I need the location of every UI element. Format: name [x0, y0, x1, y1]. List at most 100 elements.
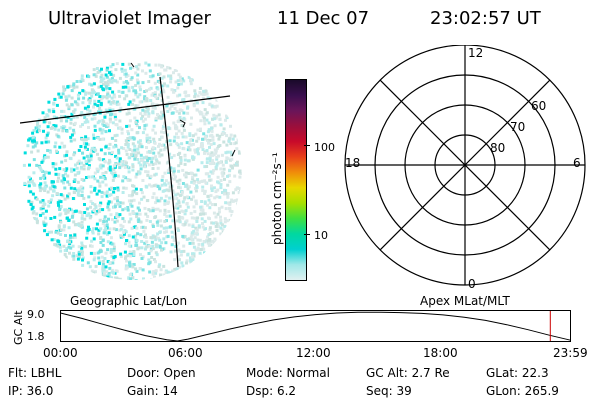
uv-pixel	[71, 236, 75, 239]
uv-pixel	[200, 200, 204, 203]
uv-pixel	[138, 100, 142, 104]
uv-pixel	[125, 239, 128, 242]
uv-pixel	[48, 186, 52, 190]
uv-pixel	[88, 265, 92, 269]
uv-pixel	[231, 191, 235, 195]
uv-pixel	[182, 244, 186, 248]
uv-pixel	[57, 172, 61, 176]
uv-pixel	[23, 151, 27, 155]
uv-pixel	[144, 170, 148, 174]
uv-pixel	[98, 127, 102, 131]
uv-pixel	[43, 154, 47, 158]
uv-pixel	[210, 189, 214, 192]
uv-pixel	[105, 82, 108, 86]
uv-pixel	[165, 230, 168, 234]
uv-pixel	[137, 151, 141, 155]
uv-pixel	[145, 218, 149, 222]
uv-pixel	[211, 159, 215, 163]
uv-pixel	[198, 238, 202, 242]
uv-pixel	[104, 170, 108, 174]
uv-pixel	[179, 161, 183, 165]
uv-pixel	[135, 124, 139, 128]
uv-pixel	[162, 124, 166, 128]
uv-pixel	[173, 206, 177, 210]
uv-pixel	[178, 93, 182, 97]
uv-pixel	[209, 162, 212, 166]
uv-pixel	[38, 166, 42, 170]
uv-pixel	[154, 251, 158, 255]
uv-pixel	[73, 108, 77, 112]
uv-pixel	[126, 206, 130, 209]
uv-pixel	[211, 231, 214, 235]
uv-pixel	[154, 63, 158, 67]
uv-pixel	[195, 139, 199, 143]
uv-pixel	[47, 108, 51, 112]
uv-pixel	[189, 261, 193, 265]
uv-pixel	[105, 125, 108, 128]
uv-pixel	[90, 175, 94, 179]
uv-pixel	[141, 268, 145, 272]
uv-pixel	[180, 142, 184, 146]
uv-pixel	[120, 131, 124, 135]
uv-pixel	[157, 114, 161, 118]
uv-pixel	[156, 207, 160, 211]
uv-pixel	[98, 181, 102, 185]
uv-pixel	[215, 157, 219, 161]
uv-pixel	[73, 187, 77, 191]
uv-pixel	[175, 267, 179, 271]
uv-pixel	[58, 95, 62, 99]
uv-pixel	[66, 196, 70, 200]
uv-pixel	[192, 205, 196, 209]
uv-pixel	[44, 216, 47, 220]
uv-pixel	[184, 94, 188, 98]
uv-pixel	[30, 150, 34, 154]
uv-pixel	[46, 125, 50, 129]
uv-pixel	[102, 158, 106, 162]
uv-pixel	[229, 142, 233, 146]
uv-pixel	[106, 260, 110, 264]
uv-pixel	[32, 158, 36, 162]
uv-pixel	[47, 140, 51, 144]
uv-pixel	[55, 103, 59, 107]
uv-pixel	[113, 95, 117, 99]
uv-pixel	[35, 163, 39, 167]
uv-pixel	[155, 159, 159, 163]
uv-pixel	[112, 145, 116, 149]
uv-pixel	[215, 146, 219, 150]
uv-pixel	[229, 124, 232, 128]
uv-pixel	[181, 168, 185, 172]
uv-pixel	[46, 190, 50, 194]
uv-pixel	[99, 166, 103, 170]
uv-pixel	[128, 156, 132, 160]
uv-pixel	[200, 180, 204, 183]
uv-pixel	[153, 235, 157, 239]
uv-pixel	[236, 203, 240, 206]
uv-pixel	[192, 232, 196, 236]
uv-pixel	[93, 148, 96, 152]
uv-pixel	[143, 99, 147, 103]
uv-pixel	[42, 120, 46, 124]
uv-pixel	[125, 112, 129, 116]
uv-pixel	[145, 137, 149, 140]
uv-pixel	[151, 163, 155, 166]
uv-pixel	[208, 226, 212, 230]
uv-pixel	[70, 169, 74, 173]
uv-pixel	[156, 232, 160, 236]
uv-pixel	[107, 200, 111, 204]
uv-pixel	[50, 180, 54, 184]
uv-pixel	[153, 173, 157, 177]
uv-pixel	[191, 175, 195, 179]
uv-pixel	[144, 155, 148, 159]
uv-pixel	[138, 201, 141, 205]
uv-pixel	[129, 217, 133, 221]
uv-pixel	[30, 200, 34, 204]
uv-pixel	[177, 199, 181, 203]
uv-pixel	[102, 120, 106, 124]
alt-series-line	[60, 311, 571, 342]
uv-pixel	[127, 111, 131, 115]
uv-pixel	[123, 250, 127, 254]
uv-pixel	[183, 154, 187, 158]
uv-pixel	[219, 123, 223, 127]
uv-pixel	[73, 100, 77, 104]
uv-pixel	[127, 199, 131, 203]
